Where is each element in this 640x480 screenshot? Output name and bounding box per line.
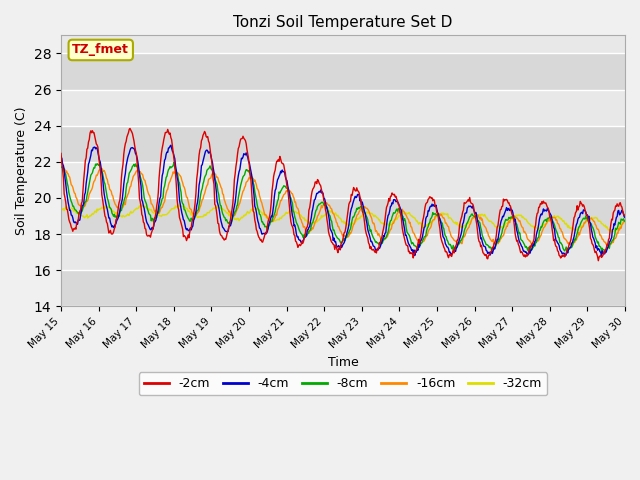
X-axis label: Time: Time	[328, 356, 358, 369]
Bar	[61, 53, 625, 90]
Bar	[61, 270, 625, 306]
Bar	[61, 198, 625, 234]
Bar	[61, 234, 625, 270]
Y-axis label: Soil Temperature (C): Soil Temperature (C)	[15, 107, 28, 235]
Legend: -2cm, -4cm, -8cm, -16cm, -32cm: -2cm, -4cm, -8cm, -16cm, -32cm	[139, 372, 547, 396]
Title: Tonzi Soil Temperature Set D: Tonzi Soil Temperature Set D	[234, 15, 452, 30]
Bar	[61, 90, 625, 126]
Bar	[61, 162, 625, 198]
Text: TZ_fmet: TZ_fmet	[72, 44, 129, 57]
Bar	[61, 126, 625, 162]
